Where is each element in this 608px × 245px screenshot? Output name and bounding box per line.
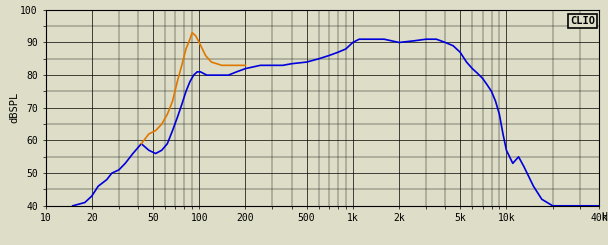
- Y-axis label: dBSPL: dBSPL: [9, 92, 19, 123]
- Text: Hz: Hz: [602, 212, 608, 222]
- Text: CLIO: CLIO: [570, 16, 595, 26]
